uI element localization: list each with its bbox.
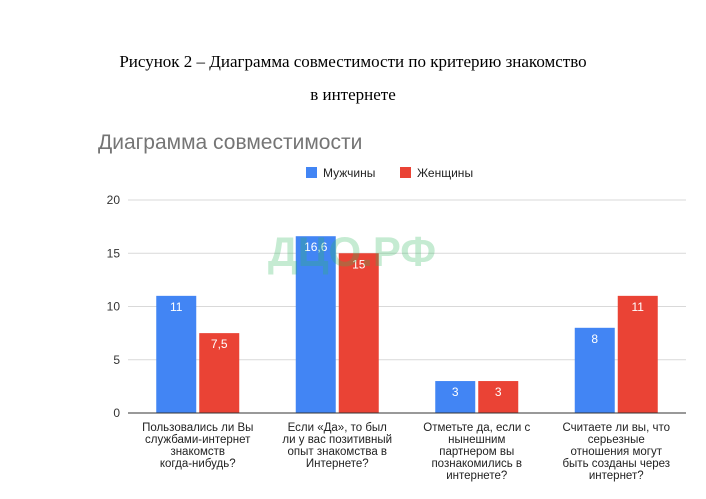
x-tick-label: Интернете? [306,458,369,470]
x-tick-label: Пользовались ли Вы [142,422,253,434]
bar-men [574,327,615,413]
chart-title: Диаграмма совместимости [98,131,363,154]
legend-swatch [306,167,317,178]
x-tick-label: отношения могут [571,446,663,458]
x-tick-label: серьезные [588,434,645,446]
bar-men [156,295,197,413]
legend: Мужчины Женщины [306,166,473,180]
x-tick-label: знакомств [170,446,225,458]
data-label: 15 [352,257,366,271]
x-axis: Пользовались ли Выслужбами-интернетзнако… [142,422,670,482]
bars: 11 7,5 16,6 15 3 3 8 11 [128,236,686,414]
y-tick-label: 0 [113,406,120,420]
x-tick-label: Считаете ли вы, что [563,422,671,434]
data-label: 11 [632,300,645,314]
x-tick-label: Если «Да», то был [288,422,387,434]
x-tick-label: опыт знакомства в [287,446,387,458]
x-tick-label: нынешним [448,434,505,446]
data-label: 7,5 [211,337,228,351]
data-label: 11 [170,300,183,314]
legend-swatch [400,167,411,178]
bar-men [295,236,336,413]
watermark: ДЦО.РФ [268,228,436,275]
data-label: 8 [591,332,598,346]
x-tick-label: познакомились в [431,458,522,470]
x-tick-label: партнером вы [439,446,514,458]
x-tick-label: интернете? [446,470,507,482]
y-tick-label: 10 [107,300,121,314]
bar-women [617,295,658,413]
data-label: 3 [495,385,502,399]
legend-label: Женщины [417,166,473,180]
bar-women [199,333,240,413]
x-tick-label: быть созданы через [562,458,670,470]
data-label: 16,6 [304,240,328,254]
y-tick-label: 15 [107,246,121,260]
y-axis: 0 5 10 15 20 [107,193,121,420]
y-tick-label: 20 [107,193,121,207]
figure-caption-line2: в интернете [310,85,396,104]
x-tick-label: Отметьте да, если с [423,422,530,434]
bar-women [478,381,519,413]
bar-women [338,253,379,413]
bar-men [435,381,476,413]
x-tick-label: ли у вас позитивный [282,434,392,446]
x-tick-label: когда-нибудь? [160,458,236,470]
x-tick-label: интернет? [589,470,644,482]
x-tick-label: службами-интернет [145,434,251,446]
data-label: 3 [452,385,459,399]
y-tick-label: 5 [113,353,120,367]
figure-caption-line1: Рисунок 2 – Диаграмма совместимости по к… [119,52,587,71]
legend-label: Мужчины [323,166,375,180]
